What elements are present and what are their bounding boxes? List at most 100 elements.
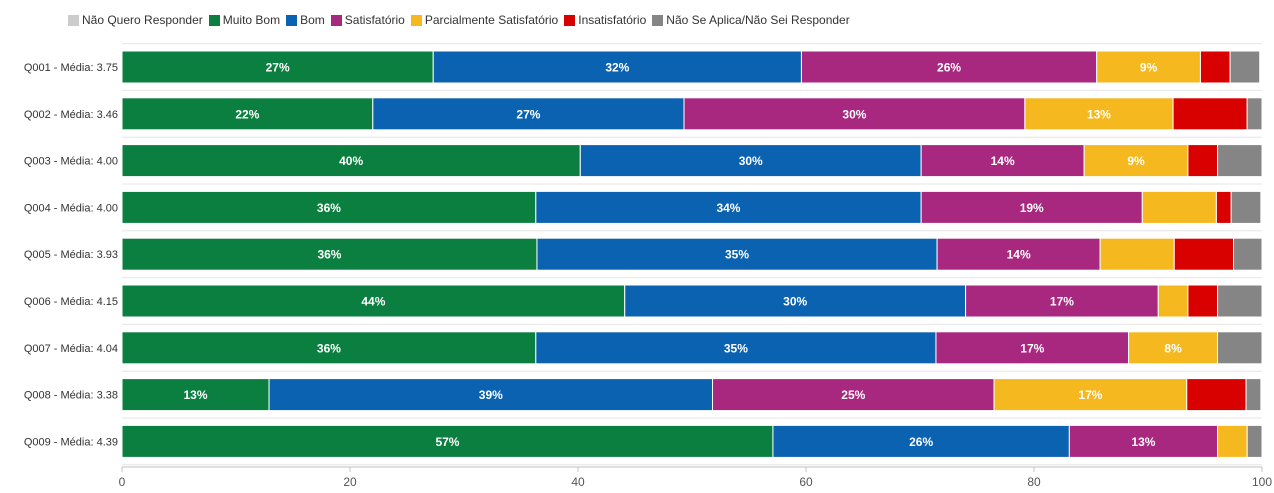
bar-segment-nao-se-aplica-nao-sei-responder[interactable]: [1246, 424, 1263, 458]
bar-segment-insatisfatorio[interactable]: [1173, 237, 1234, 271]
bar-data-label: 26%: [937, 61, 961, 75]
bar-segment-insatisfatorio[interactable]: [1187, 284, 1219, 318]
legend-swatch: [410, 14, 422, 26]
category-label: Q003 - Média: 4.00: [24, 156, 118, 168]
bar-segment-satisfatorio[interactable]: [920, 190, 1143, 224]
bar-segment-satisfatorio[interactable]: [712, 378, 995, 412]
bar-segment-muito-bom[interactable]: [121, 378, 270, 412]
category-label: Q005 - Média: 3.93: [24, 249, 118, 261]
legend-item-insatisfatorio[interactable]: Insatisfatório: [564, 13, 646, 27]
bar-segment-muito-bom[interactable]: [121, 237, 538, 271]
legend-swatch: [68, 14, 79, 26]
bar-segment-muito-bom[interactable]: [121, 190, 537, 224]
legend-item-nao-quero-responder[interactable]: Não Quero Responder: [68, 13, 203, 27]
category-label: Q009 - Média: 4.39: [24, 436, 118, 448]
bar-data-label: 35%: [724, 341, 748, 355]
bar-data-label: 22%: [235, 107, 259, 121]
bar-segment-satisfatorio[interactable]: [1068, 424, 1219, 458]
legend-label: Insatisfatório: [578, 13, 647, 27]
bar-data-label: 9%: [1140, 61, 1158, 75]
category-label: Q002 - Média: 3.46: [24, 109, 118, 121]
bar-data-label: 25%: [841, 388, 865, 402]
legend-item-bom[interactable]: Bom: [286, 13, 325, 27]
bar-segment-bom[interactable]: [535, 190, 922, 224]
bar-segment-muito-bom[interactable]: [121, 424, 774, 458]
bar-segment-muito-bom[interactable]: [121, 284, 626, 318]
legend-item-nao-se-aplica-nao-sei-responder[interactable]: Não Se Aplica/Não Sei Responder: [652, 13, 850, 27]
legend-swatch: [330, 14, 342, 26]
bar-data-label: 26%: [909, 435, 933, 449]
bar-segment-satisfatorio[interactable]: [935, 331, 1130, 365]
bar-segment-parcialmente-satisfatorio[interactable]: [1157, 284, 1189, 318]
category-label: Q008 - Média: 3.38: [24, 390, 118, 402]
bar-data-label: 13%: [184, 388, 208, 402]
bar-segment-parcialmente-satisfatorio[interactable]: [1099, 237, 1175, 271]
bar-data-label: 14%: [1007, 248, 1031, 262]
x-tick-label: 20: [343, 475, 357, 489]
bar-segment-insatisfatorio[interactable]: [1186, 378, 1247, 412]
bar-segment-satisfatorio[interactable]: [920, 144, 1085, 178]
bar-segment-satisfatorio[interactable]: [965, 284, 1159, 318]
bar-data-label: 36%: [317, 248, 341, 262]
bar-data-label: 8%: [1164, 341, 1182, 355]
bar-segment-bom[interactable]: [535, 331, 937, 365]
bar-data-label: 17%: [1050, 295, 1074, 309]
bar-segment-insatisfatorio[interactable]: [1172, 97, 1248, 131]
legend-label: Não Se Aplica/Não Sei Responder: [666, 13, 850, 27]
bar-segment-nao-se-aplica-nao-sei-responder[interactable]: [1245, 378, 1262, 412]
category-label: Q007 - Média: 4.04: [24, 343, 118, 355]
bar-segment-nao-se-aplica-nao-sei-responder[interactable]: [1229, 50, 1261, 84]
legend-item-satisfatorio[interactable]: Satisfatório: [330, 13, 405, 27]
legend-label: Muito Bom: [222, 13, 281, 27]
bar-segment-nao-se-aplica-nao-sei-responder[interactable]: [1217, 144, 1263, 178]
bar-segment-nao-se-aplica-nao-sei-responder[interactable]: [1230, 190, 1262, 224]
bar-data-label: 30%: [739, 154, 763, 168]
legend-label: Não Quero Responder: [82, 13, 203, 27]
bar-segment-bom[interactable]: [536, 237, 938, 271]
bar-segment-satisfatorio[interactable]: [800, 50, 1098, 84]
bar-data-label: 34%: [716, 201, 740, 215]
bar-data-label: 9%: [1127, 154, 1145, 168]
bar-segment-nao-se-aplica-nao-sei-responder[interactable]: [1217, 284, 1263, 318]
category-label: Q004 - Média: 4.00: [24, 202, 118, 214]
bar-segment-insatisfatorio[interactable]: [1187, 144, 1219, 178]
legend-swatch: [208, 14, 220, 26]
bar-segment-insatisfatorio[interactable]: [1199, 50, 1231, 84]
bar-segment-nao-se-aplica-nao-sei-responder[interactable]: [1217, 331, 1263, 365]
bar-segment-parcialmente-satisfatorio[interactable]: [1083, 144, 1189, 178]
bar-segment-muito-bom[interactable]: [121, 97, 374, 131]
x-tick-label: 80: [1027, 475, 1041, 489]
legend-item-muito-bom[interactable]: Muito Bom: [208, 13, 281, 27]
bar-segment-bom[interactable]: [624, 284, 967, 318]
legend-label: Bom: [300, 13, 325, 27]
bar-data-label: 27%: [516, 107, 540, 121]
bar-segment-parcialmente-satisfatorio[interactable]: [1217, 424, 1248, 458]
category-label: Q006 - Média: 4.15: [24, 296, 118, 308]
legend-swatch: [286, 14, 298, 26]
bar-data-label: 57%: [435, 435, 459, 449]
bar-data-label: 19%: [1020, 201, 1044, 215]
bar-segment-parcialmente-satisfatorio[interactable]: [993, 378, 1188, 412]
bar-segment-bom[interactable]: [579, 144, 922, 178]
legend-item-parcialmente-satisfatorio[interactable]: Parcialmente Satisfatório: [410, 13, 558, 27]
x-tick-label: 60: [799, 475, 813, 489]
bar-segment-muito-bom[interactable]: [121, 144, 581, 178]
bar-segment-muito-bom[interactable]: [121, 50, 434, 84]
legend-swatch: [564, 14, 576, 26]
legend-label: Satisfatório: [344, 13, 405, 27]
bar-data-label: 13%: [1087, 107, 1111, 121]
bar-data-label: 44%: [361, 295, 385, 309]
bar-segment-nao-se-aplica-nao-sei-responder[interactable]: [1233, 237, 1263, 271]
x-tick-label: 40: [571, 475, 585, 489]
bar-data-label: 36%: [317, 201, 341, 215]
bar-segment-muito-bom[interactable]: [121, 331, 537, 365]
bar-segment-insatisfatorio[interactable]: [1215, 190, 1232, 224]
bar-data-label: 30%: [783, 295, 807, 309]
bar-segment-parcialmente-satisfatorio[interactable]: [1141, 190, 1217, 224]
bar-segment-nao-se-aplica-nao-sei-responder[interactable]: [1246, 97, 1263, 131]
bar-segment-satisfatorio[interactable]: [936, 237, 1101, 271]
bar-segment-satisfatorio[interactable]: [683, 97, 1026, 131]
bar-data-label: 17%: [1020, 341, 1044, 355]
